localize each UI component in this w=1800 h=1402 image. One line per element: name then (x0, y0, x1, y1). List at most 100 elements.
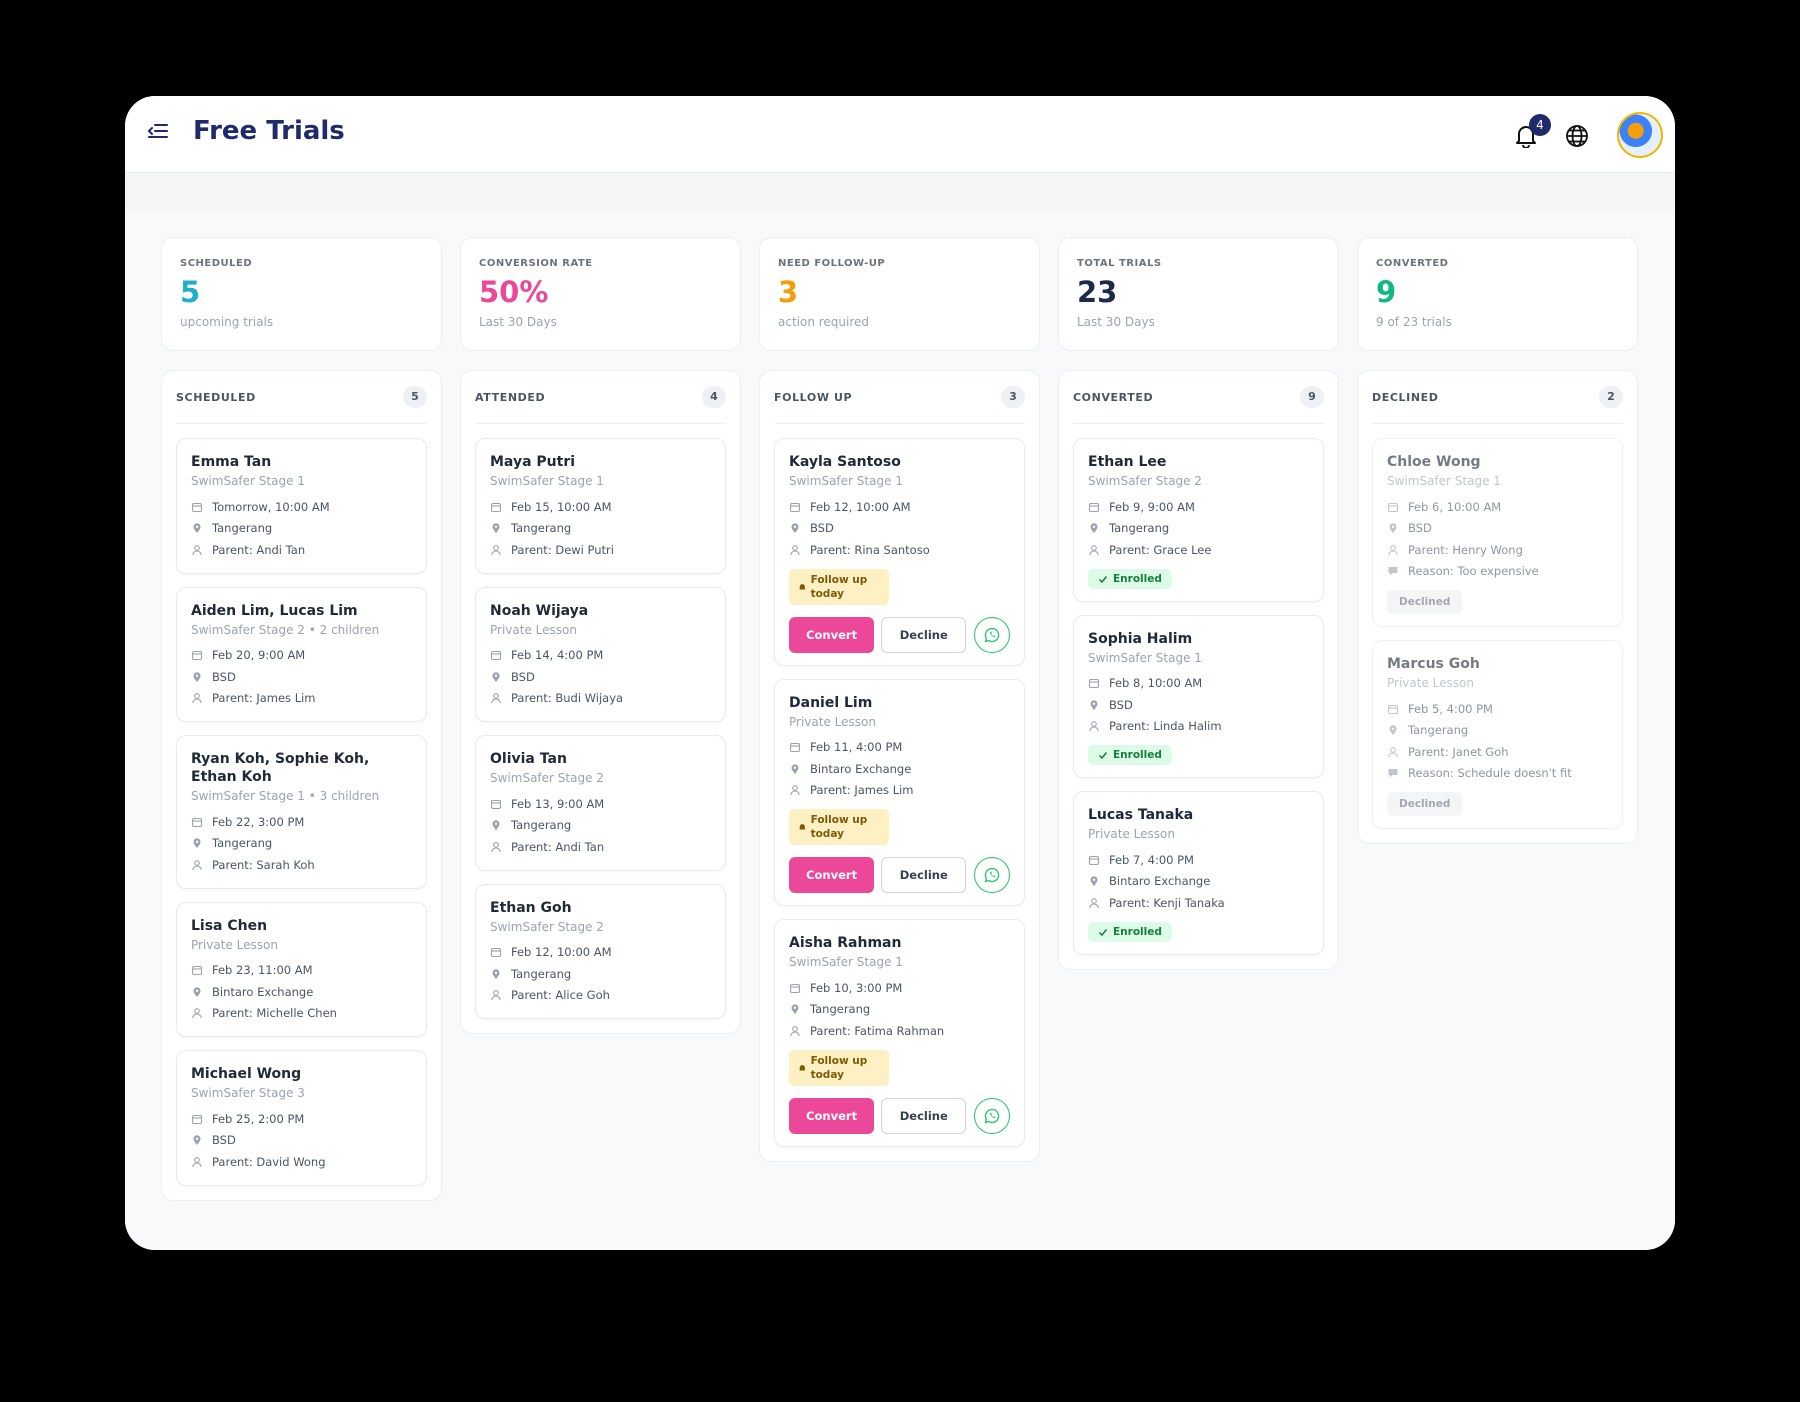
parent-icon (790, 544, 800, 555)
program: SwimSafer Stage 1 (1387, 474, 1501, 488)
whatsapp-icon (984, 1108, 1000, 1123)
column-title: DECLINED (1372, 390, 1439, 404)
student-name: Maya Putri (490, 454, 576, 470)
parent-row: Parent: James Lim (191, 688, 412, 710)
language[interactable] (1565, 124, 1589, 148)
trial-card[interactable]: Daniel Lim Private Lesson Feb 11, 4:00 PM B… (774, 678, 1025, 906)
student-name: Ethan Goh (490, 899, 572, 916)
trial-card[interactable]: Lisa Chen Private Lesson Feb 23, 11:00 AM B… (176, 901, 427, 1037)
trial-card[interactable]: Maya Putri SwimSafer Stage 1 Feb 15, 10:00… (475, 438, 726, 574)
trial-card[interactable]: Sophia Halim SwimSafer Stage 1 Feb 8, 10:0… (1073, 614, 1324, 778)
student-name: Lucas Tanaka (1088, 807, 1194, 823)
trial-card[interactable]: Kayla Santoso SwimSafer Stage 1 Feb 12, 10… (774, 438, 1025, 666)
trial-card[interactable]: Aiden Lim, Lucas Lim SwimSafer Stage 2 • … (176, 586, 427, 722)
convert-button[interactable]: Convert (789, 616, 875, 653)
parent: Parent: James Lim (212, 691, 316, 706)
trial-card[interactable]: Ethan Lee SwimSafer Stage 2 Feb 9, 9:00 AM… (1073, 438, 1324, 602)
location-row: Tangerang (1387, 720, 1608, 742)
actions: Convert Decline (789, 1097, 1010, 1134)
stat-card: CONVERSION RATE 50% Last 30 Days (460, 237, 741, 351)
location: Tangerang (1109, 521, 1170, 536)
trial-card[interactable]: Lucas Tanaka Private Lesson Feb 7, 4:00 PM… (1073, 791, 1324, 955)
date-icon (1387, 704, 1399, 714)
decline-button[interactable]: Decline (881, 857, 967, 893)
stat-caption: action required (778, 315, 870, 329)
date-row: Feb 7, 4:00 PM (1088, 849, 1309, 871)
parent: Parent: Alice Goh (511, 988, 610, 1003)
location-icon (193, 672, 201, 682)
decline-button[interactable]: Decline (881, 1097, 967, 1134)
date: Feb 22, 3:00 PM (212, 814, 305, 829)
trial-card[interactable]: Ethan Goh SwimSafer Stage 2 Feb 12, 10:00 … (475, 883, 726, 1019)
status-badge: Follow up today (789, 568, 889, 605)
student-name: Ethan Lee (1088, 454, 1167, 470)
trial-card[interactable]: Chloe Wong SwimSafer Stage 1 Feb 6, 10:00 … (1372, 438, 1623, 627)
column-header: SCHEDULED 5 (176, 371, 427, 424)
date: Feb 8, 10:00 AM (1109, 676, 1203, 691)
student-name: Emma Tan (191, 454, 272, 470)
date-icon (191, 966, 203, 976)
parent: Parent: Henry Wong (1408, 542, 1523, 557)
user-avatar[interactable] (1617, 112, 1663, 158)
parent-row: Parent: Henry Wong (1387, 539, 1608, 561)
location: Tangerang (212, 836, 273, 851)
status-text: Follow up today (810, 814, 868, 840)
convert-button[interactable]: Convert (789, 1097, 875, 1134)
decline-button[interactable]: Decline (881, 616, 967, 653)
status-badge: Enrolled (1088, 745, 1172, 765)
date-row: Tomorrow, 10:00 AM (191, 496, 412, 518)
column-title: CONVERTED (1073, 390, 1154, 404)
trial-card[interactable]: Emma Tan SwimSafer Stage 1 Tomorrow, 10:00… (176, 438, 427, 574)
column: DECLINED 2 Chloe Wong SwimSafer Stage 1 Feb … (1357, 370, 1638, 844)
date-icon (490, 651, 502, 661)
stat-label: NEED FOLLOW-UP (778, 258, 886, 269)
convert-button[interactable]: Convert (789, 857, 875, 893)
date: Feb 20, 9:00 AM (212, 648, 306, 663)
parent: Parent: Rina Santoso (810, 542, 930, 557)
stat-label: CONVERSION RATE (479, 258, 593, 269)
location-row: BSD (789, 518, 1010, 540)
status-badge: Follow up today (789, 809, 889, 845)
location-row: Bintaro Exchange (1088, 871, 1309, 893)
parent-icon (491, 841, 501, 852)
trial-card[interactable]: Michael Wong SwimSafer Stage 3 Feb 25, 2:0… (176, 1050, 427, 1186)
reason: Reason: Schedule doesn't fit (1408, 766, 1572, 781)
student-name: Noah Wijaya (490, 602, 589, 619)
column-count: 2 (1599, 386, 1623, 408)
program: SwimSafer Stage 2 • 2 children (191, 622, 380, 637)
date-icon (1088, 502, 1100, 512)
parent: Parent: Linda Halim (1109, 719, 1222, 734)
parent-row: Parent: James Lim (789, 780, 1010, 802)
program: SwimSafer Stage 1 (789, 474, 903, 488)
trial-card[interactable]: Ryan Koh, Sophie Koh, Ethan Koh SwimSafer… (176, 735, 427, 889)
location-icon (492, 523, 500, 534)
column: CONVERTED 9 Ethan Lee SwimSafer Stage 2 Feb … (1058, 370, 1339, 970)
date-row: Feb 15, 10:00 AM (490, 496, 711, 518)
status-text: Follow up today (810, 573, 868, 600)
student-name: Michael Wong (191, 1066, 302, 1082)
trial-card[interactable]: Marcus Goh Private Lesson Feb 5, 4:00 PM Ta… (1372, 640, 1623, 829)
whatsapp-button[interactable] (974, 857, 1010, 893)
location-row: Bintaro Exchange (191, 981, 412, 1003)
date-icon (789, 502, 801, 512)
column-header: CONVERTED 9 (1073, 371, 1324, 424)
stat-label: TOTAL TRIALS (1077, 258, 1162, 269)
reason-row: Reason: Too expensive (1387, 561, 1608, 583)
location-row: Tangerang (789, 999, 1010, 1021)
trial-card[interactable]: Noah Wijaya Private Lesson Feb 14, 4:00 PM… (475, 586, 726, 722)
menu-toggle[interactable] (147, 122, 169, 142)
parent-row: Parent: Rina Santoso (789, 539, 1010, 561)
column-title: ATTENDED (475, 390, 546, 404)
student-name: Aisha Rahman (789, 935, 902, 951)
parent: Parent: David Wong (212, 1154, 326, 1169)
trial-card[interactable]: Aisha Rahman SwimSafer Stage 1 Feb 10, 3:0… (774, 919, 1025, 1147)
parent-icon (790, 1025, 800, 1036)
location: Tangerang (511, 521, 572, 536)
parent-icon (1089, 544, 1099, 555)
stat-label: CONVERTED (1376, 258, 1449, 269)
whatsapp-button[interactable] (974, 616, 1010, 653)
whatsapp-button[interactable] (974, 1097, 1010, 1134)
program: Private Lesson (789, 714, 876, 729)
trial-card[interactable]: Olivia Tan SwimSafer Stage 2 Feb 13, 9:00 … (475, 735, 726, 871)
column-count: 4 (702, 386, 726, 408)
